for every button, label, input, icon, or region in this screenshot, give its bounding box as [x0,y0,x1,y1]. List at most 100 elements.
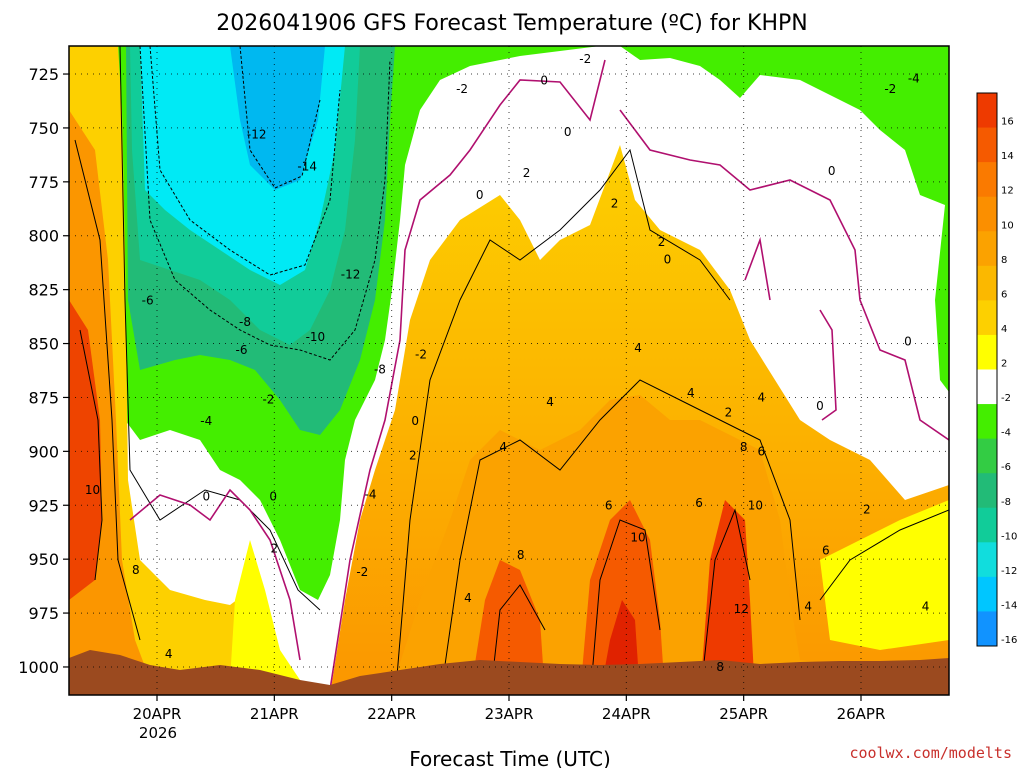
zone-fill-yellow-mid [230,540,300,680]
zone-left-max [69,300,102,600]
credit-text: coolwx.com/modelts [849,744,1012,762]
contour-label: -12 [247,127,267,141]
colorbar-label: -10 [1001,531,1017,542]
x-tick-label: 23APR [485,705,534,723]
colorbar-label: 12 [1001,186,1014,197]
y-tick-label: 975 [28,604,59,623]
colorbar-swatch [977,162,997,198]
contour-label: 0 [269,490,277,504]
contour-label: 0 [540,73,548,87]
zone-left-warm [69,46,300,695]
colorbar-label: -12 [1001,566,1017,577]
contour-label: 2 [725,406,733,420]
contour-label: -10 [306,330,326,344]
contour-label: 0 [564,125,572,139]
x-year-label: 2026 [139,724,177,742]
x-axis: 20APR 21APR 22APR 23APR 24APR 25APR 26APR [133,695,885,723]
contour-label: 0 [664,252,672,266]
contour-label: -8 [374,362,386,376]
x-tick-label: 25APR [719,705,768,723]
colorbar-label: -6 [1001,462,1011,473]
colorbar-swatch [977,231,997,267]
contour-label: 10 [85,483,100,497]
contour-label: 10 [630,531,645,545]
contour-label: -14 [297,160,317,174]
colorbar-swatch [977,611,997,647]
contour-label: 0 [904,334,912,348]
x-tick-label: 24APR [602,705,651,723]
contour-label: 2 [863,503,871,517]
colorbar-swatch [977,507,997,543]
contour-label: 12 [734,602,749,616]
contour-label: 4 [757,390,765,404]
y-tick-label: 725 [28,65,59,84]
colorbar-label: -16 [1001,635,1017,646]
colorbar-swatch [977,334,997,370]
x-tick-label: 22APR [367,705,416,723]
contour-label: 2 [409,449,417,463]
contour-lines [74,46,949,695]
colorbar-label: -8 [1001,497,1011,508]
contour-label: 2 [658,235,666,249]
zone-warm-core2 [580,500,665,695]
colorbar-swatch [977,404,997,440]
contour-label: 4 [804,600,812,614]
contour-label: -6 [142,293,154,307]
contour-label: -4 [908,71,920,85]
contour-label: 10 [748,498,763,512]
contour-label: 4 [687,386,695,400]
colorbar-label: 16 [1001,117,1014,128]
chart-title: 2026041906 GFS Forecast Temperature (ºC)… [216,11,808,36]
contour-label: -2 [415,347,427,361]
contour-label: 2 [523,166,531,180]
colorbar-swatch [977,438,997,474]
contour-label: 4 [499,440,507,454]
contour-label: 4 [922,600,930,614]
y-tick-label: 800 [28,227,59,246]
y-axis: 725 750 775 800 825 850 875 900 925 950 975 1000 [18,65,69,677]
colorbar-label: 8 [1001,255,1007,266]
y-tick-label: 775 [28,173,59,192]
grid-dots [69,46,949,695]
contour-label: 8 [132,563,140,577]
colorbar-swatch [977,473,997,509]
contour-label: 0 [476,188,484,202]
colorbar: 16 14 12 10 8 6 4 2 -2 -4 -6 -8 -10 -12 -14 -16 [976,92,1017,647]
colorbar-swatch [977,196,997,232]
colorbar-label: 6 [1001,289,1007,300]
colorbar-swatch [977,300,997,336]
contour-label: -2 [579,52,591,66]
contour-label: -6 [235,343,247,357]
plot-area: -2-4-6-6-8-10-12-12-14-8-4-2-2-2-2-2-4-2… [69,46,949,695]
contour-label: 2 [271,541,279,555]
contour-label: 4 [165,647,173,661]
contour-label: 8 [517,548,525,562]
colorbar-swatch [977,127,997,163]
colorbar-label: 2 [1001,359,1007,370]
contour-label: -2 [356,565,368,579]
y-tick-label: 875 [28,388,59,407]
contour-label: 8 [740,440,748,454]
x-tick-label: 20APR [133,705,182,723]
contour-label: 6 [757,444,765,458]
colorbar-swatch [977,576,997,612]
y-tick-label: 900 [28,442,59,461]
colorbar-swatch [977,93,997,129]
contour-label: -2 [456,82,468,96]
ground-terrain [69,650,949,695]
x-tick-label: 21APR [250,705,299,723]
colorbar-label: 4 [1001,324,1007,335]
y-tick-label: 825 [28,281,59,300]
y-tick-label: 950 [28,550,59,569]
zone-fill-yellow [820,500,949,650]
contour-label: 4 [634,341,642,355]
colorbar-swatch [977,542,997,578]
y-tick-label: 750 [28,119,59,138]
colorbar-swatch [977,265,997,301]
contour-label: 2 [611,196,619,210]
contour-label: 0 [828,164,836,178]
contour-label: -4 [365,487,377,501]
y-tick-label: 850 [28,335,59,354]
zone-upper-right-green [600,46,949,392]
